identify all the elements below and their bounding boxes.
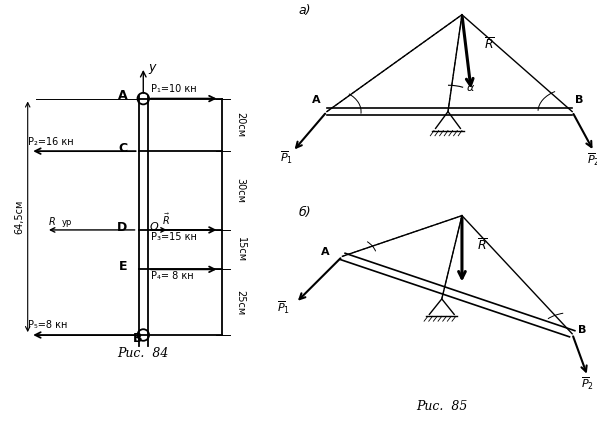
Text: а): а): [299, 4, 312, 17]
Text: $\overline{R}$: $\overline{R}$: [478, 237, 488, 253]
Text: A: A: [312, 95, 321, 105]
Text: $\overline{P}_1$: $\overline{P}_1$: [277, 300, 290, 316]
Text: $\overline{P}_2$: $\overline{P}_2$: [587, 152, 597, 168]
Text: B: B: [576, 95, 584, 105]
Text: A: A: [118, 90, 128, 102]
Text: O: O: [150, 222, 159, 232]
Text: α: α: [467, 83, 474, 93]
Text: б): б): [299, 206, 312, 219]
Text: E: E: [119, 260, 128, 273]
Text: 15см: 15см: [235, 237, 245, 262]
Text: D: D: [117, 221, 128, 234]
Text: A: A: [321, 248, 330, 257]
Text: 30см: 30см: [235, 178, 245, 203]
Text: P₄= 8 кн: P₄= 8 кн: [151, 271, 194, 280]
Text: $\overline{P}_2$: $\overline{P}_2$: [581, 375, 594, 392]
Text: P₅=8 кн: P₅=8 кн: [27, 320, 67, 330]
Text: P₁=10 кн: P₁=10 кн: [151, 84, 197, 94]
Text: $\vec{R}$: $\vec{R}$: [162, 211, 170, 226]
Text: B: B: [578, 325, 587, 335]
Text: 25см: 25см: [235, 290, 245, 315]
Text: P₃=15 кн: P₃=15 кн: [151, 232, 197, 242]
Text: Рис.  85: Рис. 85: [416, 400, 467, 413]
Text: ур: ур: [62, 218, 72, 226]
Text: C: C: [118, 142, 128, 155]
Text: $\overline{R}$: $\overline{R}$: [484, 37, 494, 52]
Text: 20см: 20см: [235, 112, 245, 137]
Text: P₂=16 кн: P₂=16 кн: [27, 136, 73, 147]
Text: 64,5см: 64,5см: [15, 200, 25, 234]
Text: у: у: [149, 61, 156, 74]
Text: Рис.  84: Рис. 84: [118, 347, 169, 360]
Text: B: B: [133, 332, 143, 345]
Text: $\overline{P}_1$: $\overline{P}_1$: [280, 149, 293, 166]
Text: R: R: [49, 217, 56, 226]
